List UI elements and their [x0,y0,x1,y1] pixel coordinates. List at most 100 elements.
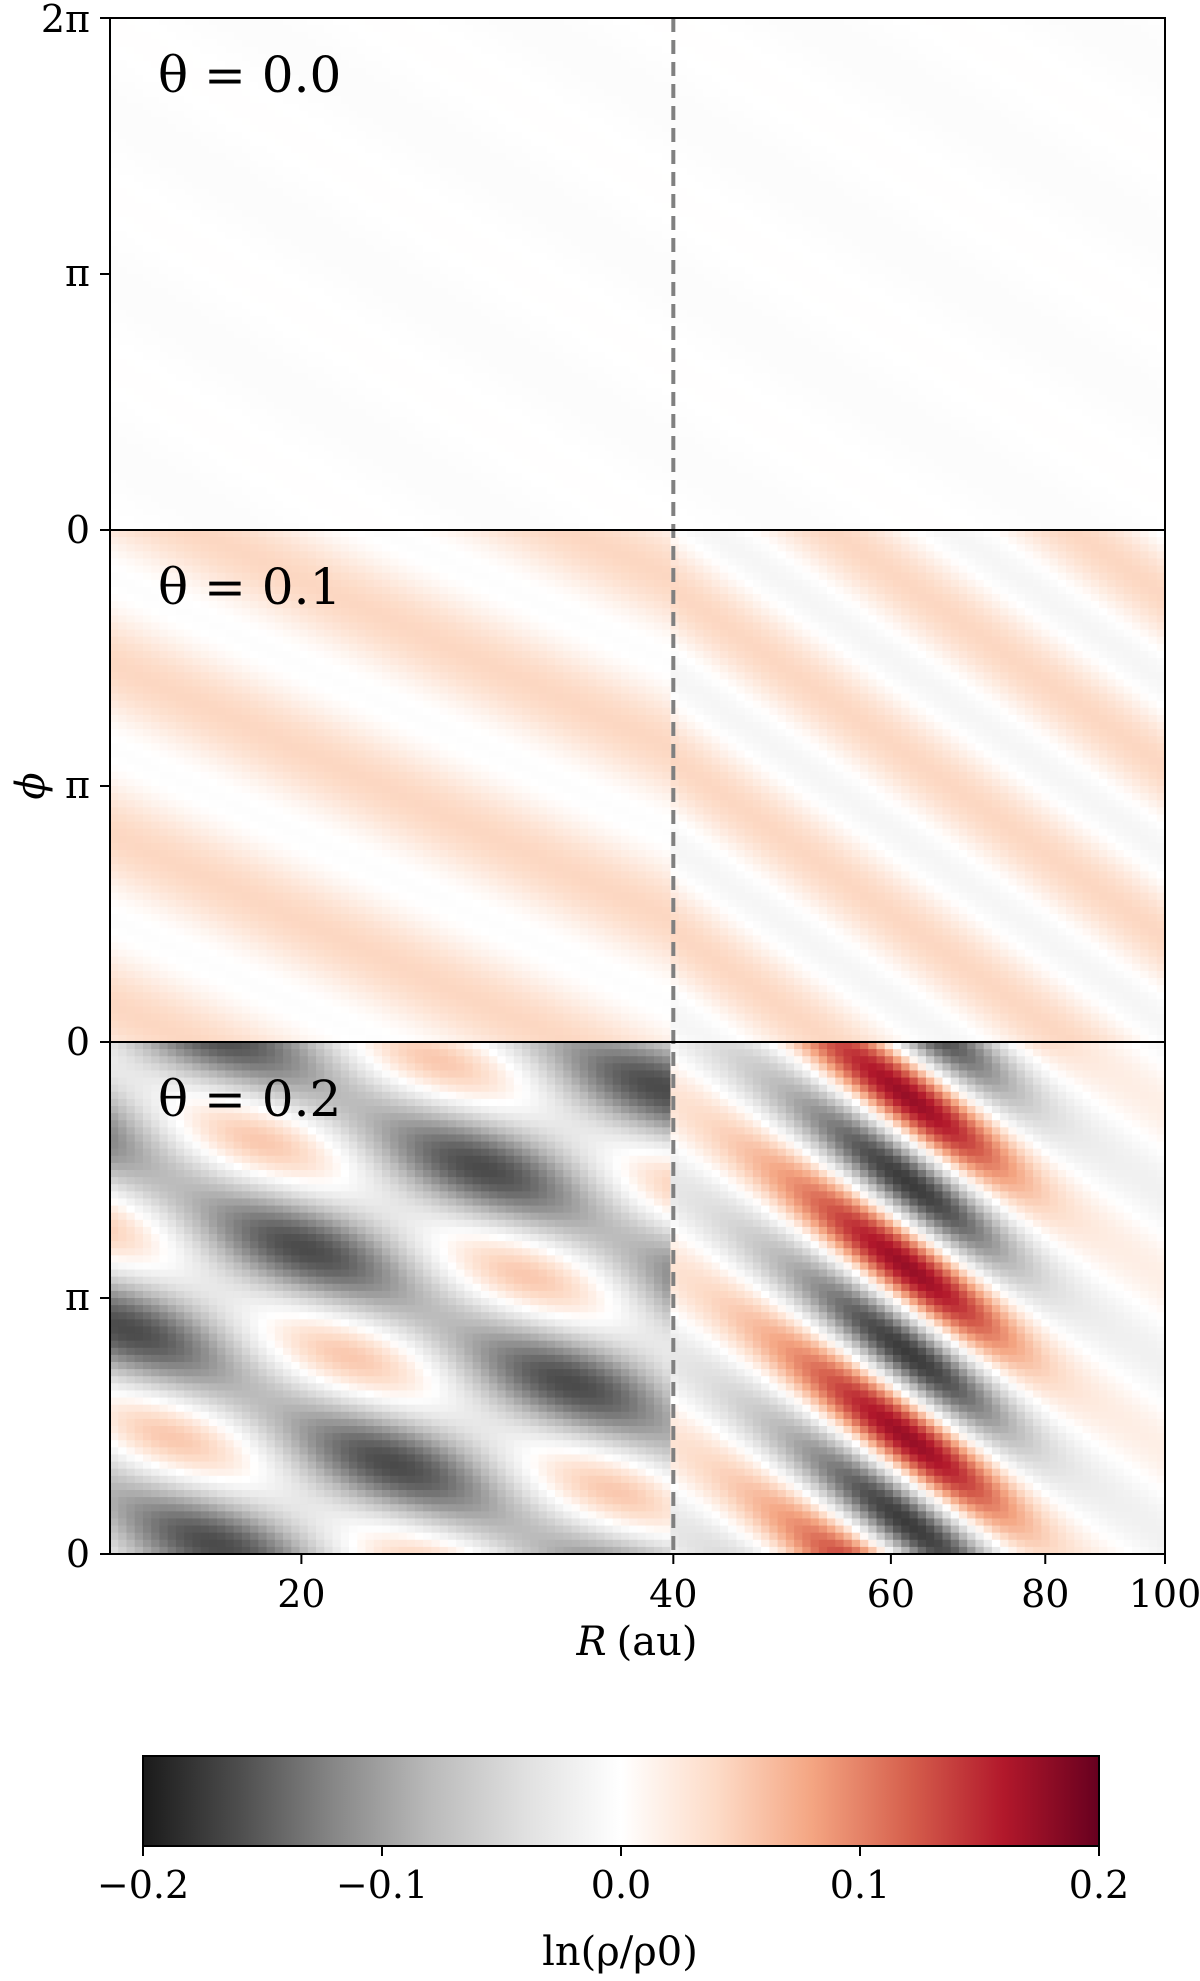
heatmap-cell [423,466,433,474]
heatmap-cell [324,473,334,481]
heatmap-cell [546,423,556,432]
heatmap-cell [538,352,548,360]
heatmap-cell [258,245,268,254]
heatmap-cell [489,494,498,503]
heatmap-cell [340,124,350,133]
heatmap-cell [596,231,606,240]
heatmap-cell [513,366,523,375]
heatmap-cell [406,146,416,154]
heatmap-cell [538,53,548,62]
heatmap-cell [447,295,457,304]
heatmap-cell [110,96,119,104]
heatmap-cell [579,423,589,432]
heatmap-cell [563,210,573,218]
heatmap-cell [167,380,177,389]
heatmap-cell [274,494,284,503]
heatmap-cell [678,53,688,62]
heatmap-cell [555,487,564,496]
heatmap-cell [505,188,515,197]
heatmap-cell [398,316,408,325]
heatmap-cell [431,522,441,530]
heatmap-cell [546,437,556,446]
heatmap-cell [662,515,672,524]
heatmap-cell [126,494,136,503]
heatmap-cell [134,274,144,282]
heatmap-cell [225,60,235,69]
heatmap-cell [513,25,523,33]
heatmap-cell [184,274,194,282]
heatmap-cell [431,394,441,403]
heatmap-cell [398,380,408,389]
heatmap-cell [662,238,672,247]
heatmap-cell [621,138,630,147]
heatmap-cell [192,60,202,69]
heatmap-cell [167,25,177,33]
heatmap-cell [662,60,672,69]
heatmap-cell [621,60,630,69]
heatmap-cell [571,110,581,119]
heatmap-cell [299,46,309,55]
heatmap-cell [291,352,301,360]
heatmap-cell [340,18,350,26]
heatmap-cell [299,480,309,488]
heatmap-cell [588,110,597,119]
heatmap-cell [324,338,334,346]
heatmap-cell [555,444,564,453]
heatmap-cell [497,444,507,453]
heatmap-cell [505,473,515,481]
heatmap-cell [530,188,540,197]
heatmap-cell [365,32,375,40]
heatmap-cell [637,245,647,254]
heatmap-cell [365,508,375,517]
heatmap-cell [563,466,573,474]
heatmap-cell [555,373,564,382]
heatmap-cell [612,387,622,396]
heatmap-cell [373,110,383,119]
heatmap-cell [381,82,391,90]
heatmap-cell [233,231,243,240]
heatmap-cell [110,281,119,289]
heatmap-cell [340,409,350,417]
heatmap-cell [200,238,210,247]
heatmap-cell [447,480,457,488]
heatmap-cell [447,124,457,133]
heatmap-cell [357,110,367,119]
heatmap-cell [167,110,177,119]
heatmap-cell [464,380,474,389]
heatmap-cell [579,494,589,503]
heatmap-cell [258,25,268,33]
heatmap-cell [357,74,367,83]
heatmap-cell [274,202,284,211]
heatmap-cell [241,67,251,76]
heatmap-cell [217,74,226,83]
heatmap-cell [522,32,531,40]
heatmap-cell [241,103,251,112]
heatmap-cell [208,416,218,424]
heatmap-cell [604,522,614,530]
heatmap-cell [184,302,194,311]
heatmap-cell [431,89,441,97]
heatmap-cell [142,131,152,140]
heatmap-cell [316,74,325,83]
heatmap-cell [110,18,119,26]
heatmap-cell [332,480,342,488]
heatmap-cell [134,74,144,83]
heatmap-cell [398,387,408,396]
heatmap-cell [151,131,161,140]
heatmap-cell [472,46,482,55]
heatmap-cell [258,46,268,55]
heatmap-cell [546,181,556,190]
heatmap-cell [439,117,449,126]
heatmap-cell [118,224,128,232]
heatmap-cell [464,416,474,424]
heatmap-cell [596,18,606,26]
heatmap-cell [151,103,161,112]
heatmap-cell [217,245,226,254]
heatmap-cell [159,316,169,325]
heatmap-cell [423,210,433,218]
heatmap-cell [258,466,268,474]
heatmap-cell [233,466,243,474]
heatmap-cell [134,352,144,360]
heatmap-cell [645,316,655,325]
heatmap-cell [423,302,433,311]
